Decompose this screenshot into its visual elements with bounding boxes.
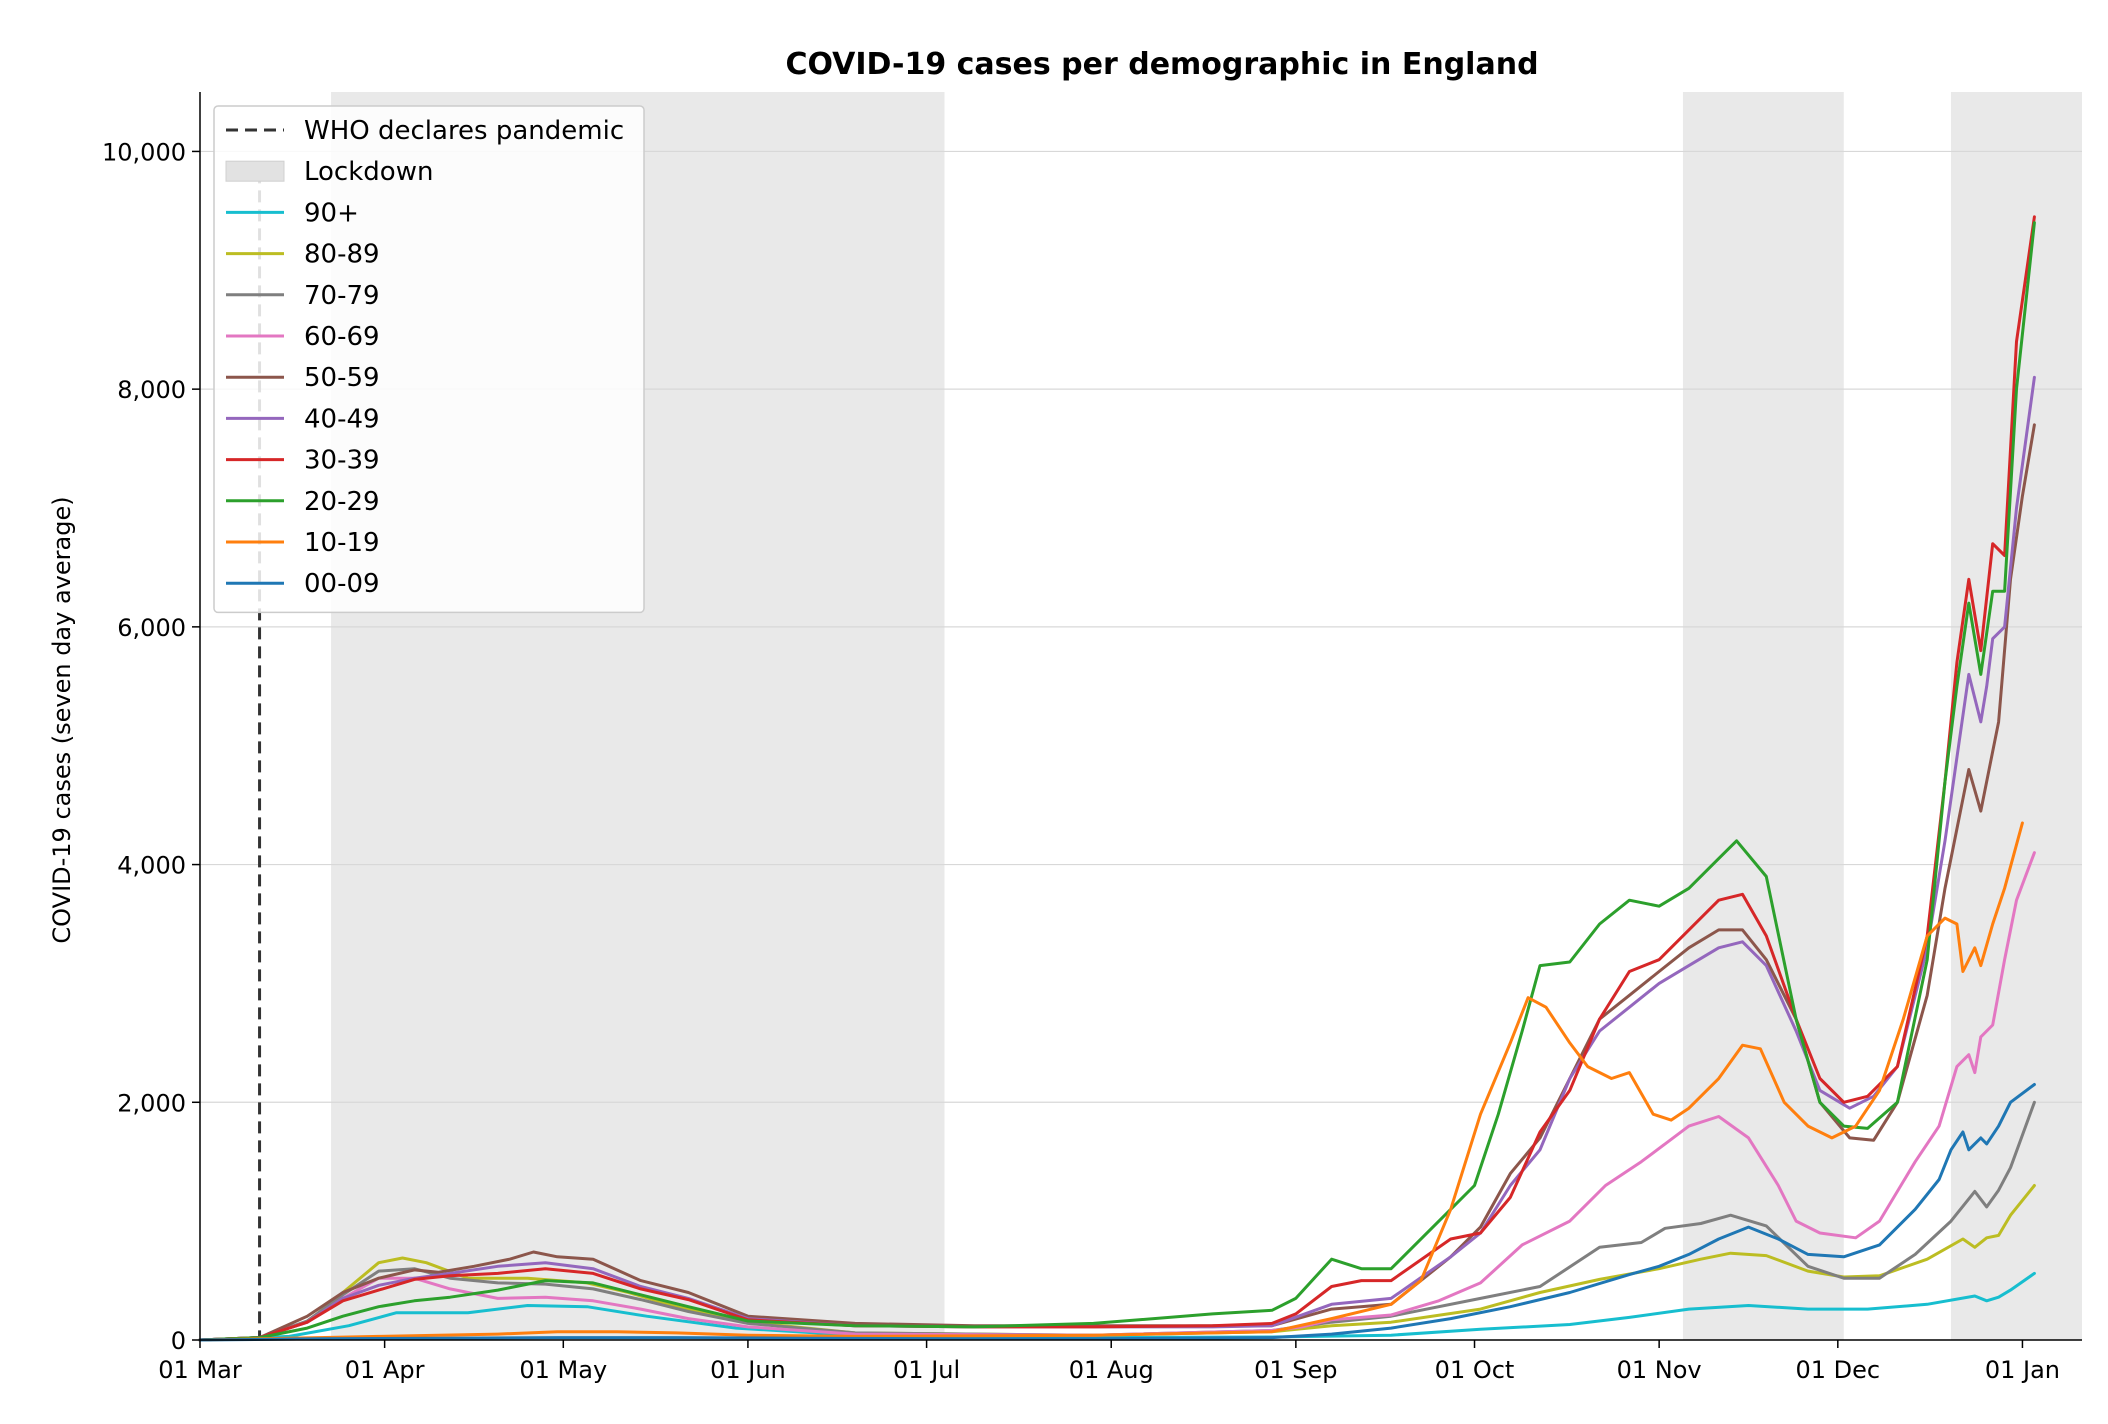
- x-tick-label: 01 Jul: [893, 1356, 960, 1384]
- x-tick-label: 01 May: [519, 1356, 607, 1384]
- y-tick-label: 8,000: [117, 376, 186, 404]
- series-lines: [198, 215, 2036, 1342]
- series-line-40-49[interactable]: [198, 375, 2036, 1342]
- series-line-50-59[interactable]: [198, 423, 2036, 1342]
- y-tick-label: 0: [171, 1327, 186, 1355]
- x-tick-label: 01 Mar: [158, 1356, 242, 1384]
- series-line-00-09[interactable]: [198, 1083, 2036, 1342]
- lockdown-band-3: [1950, 92, 2082, 1340]
- x-tick-label: 01 Jun: [710, 1356, 786, 1384]
- lockdown-band-2: [1682, 92, 1844, 1340]
- legend-label-80-89: 80-89: [304, 240, 380, 270]
- legend-label-30-39: 30-39: [304, 446, 380, 476]
- legend-label-20-29: 20-29: [304, 487, 380, 517]
- x-tick-label: 01 Sep: [1254, 1356, 1337, 1384]
- legend-label-10-19: 10-19: [304, 528, 380, 558]
- axes: 0 2,000 4,000 6,000 8,000 10,000 01 Mar 01 Apr 0…: [102, 92, 2082, 1384]
- chart-title: COVID-19 cases per demographic in Englan…: [785, 47, 1538, 82]
- legend-label-60-69: 60-69: [304, 322, 380, 352]
- series-line-30-39[interactable]: [198, 215, 2036, 1342]
- legend-swatch-lockdown: [225, 160, 285, 182]
- legend[interactable]: WHO declares pandemic Lockdown 90+ 80-89 70-…: [213, 105, 645, 614]
- x-tick-label: 01 Aug: [1069, 1356, 1154, 1384]
- x-tick-label: 01 Nov: [1617, 1356, 1702, 1384]
- y-tick-label: 6,000: [117, 614, 186, 642]
- legend-label-40-49: 40-49: [304, 404, 380, 434]
- x-tick-label: 01 Oct: [1435, 1356, 1515, 1384]
- legend-box: [213, 105, 645, 614]
- series-line-20-29[interactable]: [198, 221, 2036, 1342]
- y-tick-label: 2,000: [117, 1089, 186, 1117]
- x-tick-label: 01 Dec: [1796, 1356, 1881, 1384]
- series-line-90+[interactable]: [198, 1271, 2036, 1342]
- legend-label-50-59: 50-59: [304, 363, 380, 393]
- x-tick-label: 01 Jan: [1985, 1356, 2060, 1384]
- legend-label-70-79: 70-79: [304, 281, 380, 311]
- y-axis-title: COVID-19 cases (seven day average): [48, 496, 76, 943]
- series-line-10-19[interactable]: [198, 821, 2024, 1342]
- y-tick-label: 4,000: [117, 852, 186, 880]
- series-line-80-89[interactable]: [198, 1184, 2036, 1342]
- legend-label-pandemic: WHO declares pandemic: [304, 116, 624, 146]
- legend-label-lockdown: Lockdown: [304, 157, 433, 187]
- x-tick-label: 01 Apr: [345, 1356, 425, 1384]
- series-line-60-69[interactable]: [198, 851, 2036, 1342]
- legend-label-90+: 90+: [304, 198, 359, 228]
- y-tick-label: 10,000: [102, 138, 186, 166]
- legend-label-00-09: 00-09: [304, 569, 380, 599]
